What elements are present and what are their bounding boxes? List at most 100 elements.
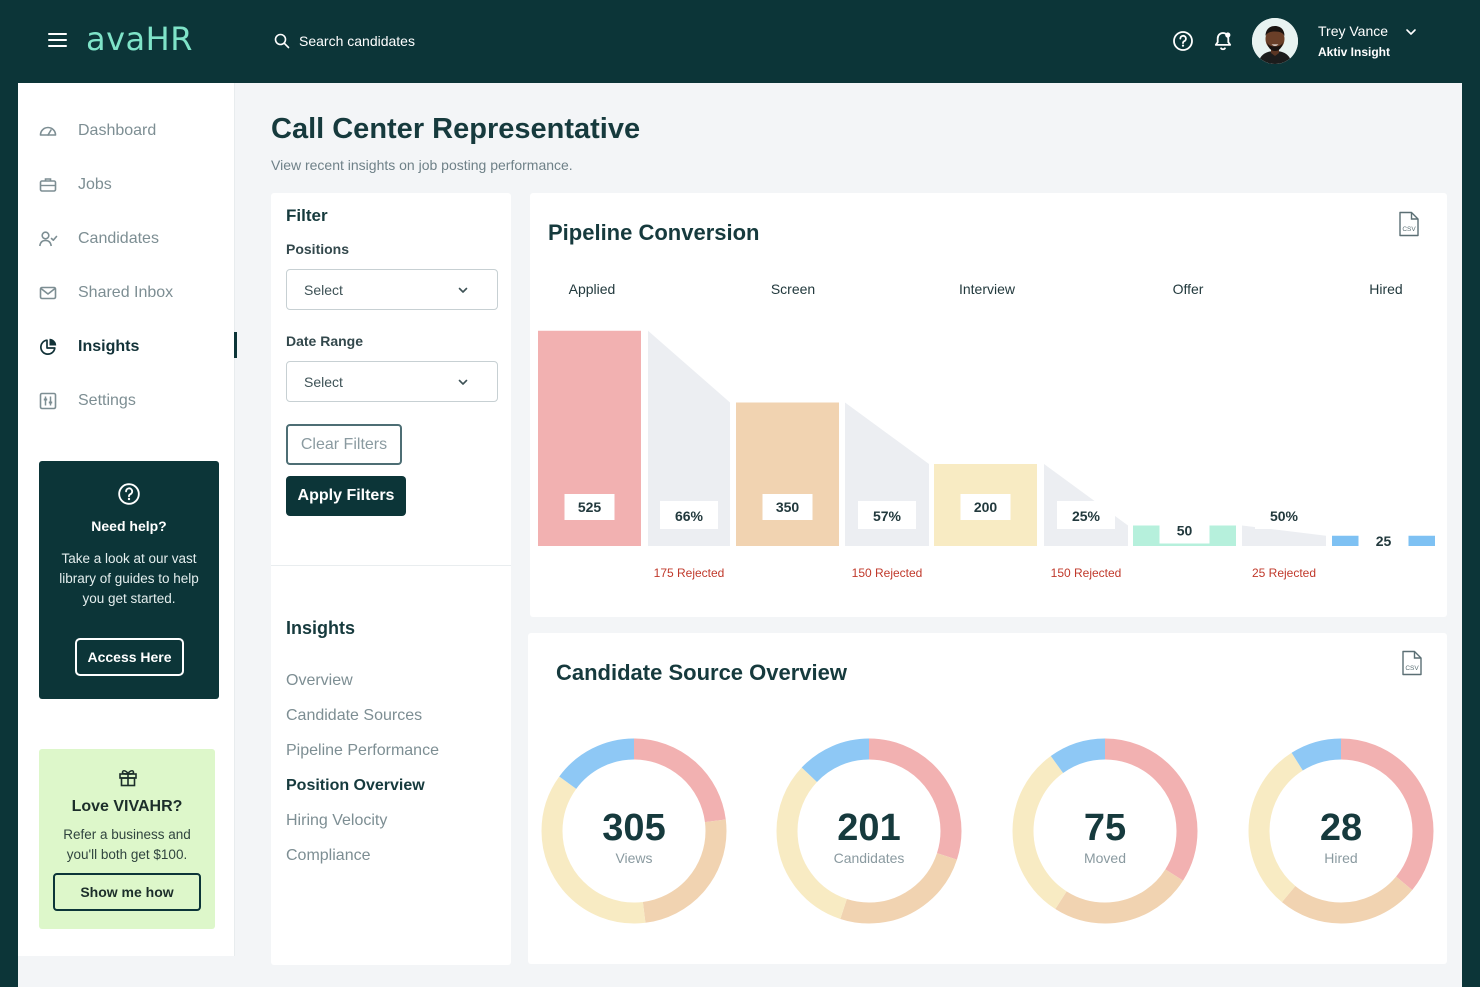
date-range-select[interactable]: Select <box>286 361 498 402</box>
insights-link-candidate-sources[interactable]: Candidate Sources <box>286 707 423 724</box>
clear-filters-button[interactable]: Clear Filters <box>286 424 402 465</box>
sidebar-item-jobs[interactable]: Jobs <box>38 173 234 197</box>
stage-label-screen: Screen <box>771 281 815 297</box>
positions-select[interactable]: Select <box>286 269 498 310</box>
pipeline-conversion-card: Pipeline Conversion CSV Applied Screen Int… <box>530 193 1447 617</box>
user-check-icon <box>38 229 58 249</box>
pie-chart-icon <box>38 337 58 357</box>
stage-value-label: 200 <box>974 499 998 515</box>
donut-segment <box>1248 738 1434 924</box>
help-text: Take a look at our vast library of guide… <box>59 551 199 606</box>
conversion-area <box>648 330 730 546</box>
user-avatar[interactable] <box>1252 18 1298 64</box>
donut-segment <box>1248 738 1434 924</box>
rejected-count-label: 150 Rejected <box>1051 566 1122 580</box>
insights-link-overview[interactable]: Overview <box>286 672 353 689</box>
stage-value-tab <box>960 494 1011 520</box>
stage-value-label: 25 <box>1376 533 1392 549</box>
insights-link-pipeline-performance[interactable]: Pipeline Performance <box>286 742 439 759</box>
donut-label: Candidates <box>834 850 905 866</box>
csv-file-icon[interactable]: CSV <box>1398 211 1420 237</box>
search-input[interactable]: Search candidates <box>299 33 415 49</box>
conversion-rate-label: 50% <box>1270 508 1299 524</box>
svg-text:CSV: CSV <box>1405 665 1419 672</box>
stage-label-offer: Offer <box>1173 281 1204 297</box>
sidebar-item-label: Insights <box>78 338 140 355</box>
donut-segment <box>776 738 962 924</box>
sidebar-item-label: Shared Inbox <box>78 284 174 301</box>
insights-link-hiring-velocity[interactable]: Hiring Velocity <box>286 812 388 829</box>
insights-link-position-overview[interactable]: Position Overview <box>286 777 425 794</box>
chevron-down-icon <box>458 287 468 293</box>
sidebar-item-label: Settings <box>78 392 136 409</box>
apply-filters-button[interactable]: Apply Filters <box>286 476 406 516</box>
donut-value: 201 <box>837 807 900 849</box>
donut-segment <box>1012 738 1198 924</box>
menu-icon[interactable] <box>48 33 67 47</box>
help-card: Need help? Take a look at our vast libra… <box>39 461 219 699</box>
sliders-icon <box>38 391 58 411</box>
donut-value: 75 <box>1084 807 1126 849</box>
filter-panel: Filter Positions Select Date Range Selec… <box>271 193 511 965</box>
app-logo[interactable]: avaHR <box>86 20 193 58</box>
app-frame: avaHR Search candidates Trey Vance Aktiv… <box>18 0 1462 987</box>
referral-card: Love VIVAHR? Refer a business and you'll… <box>39 749 215 929</box>
stage-value-label: 525 <box>578 499 602 515</box>
user-name[interactable]: Trey Vance <box>1318 23 1389 39</box>
date-range-label: Date Range <box>286 333 364 349</box>
stage-label-applied: Applied <box>569 281 616 297</box>
donut-segment <box>541 738 727 924</box>
sidebar-item-candidates[interactable]: Candidates <box>38 227 234 251</box>
stage-value-label: 50 <box>1177 523 1193 539</box>
conversion-rate-label: 57% <box>873 508 902 524</box>
help-title: Need help? <box>91 518 167 534</box>
donut-segment <box>776 738 962 924</box>
insights-link-compliance[interactable]: Compliance <box>286 847 371 864</box>
chevron-down-icon <box>458 379 468 385</box>
access-here-button[interactable]: Access Here <box>75 638 184 676</box>
conversion-tab <box>660 501 718 529</box>
stage-label-interview: Interview <box>959 281 1016 297</box>
rejected-count-label: 150 Rejected <box>852 566 923 580</box>
sidebar-item-insights[interactable]: Insights <box>38 335 234 359</box>
page-title: Call Center Representative <box>271 113 641 145</box>
rejected-count-label: 175 Rejected <box>654 566 725 580</box>
sidebar-item-dashboard[interactable]: Dashboard <box>38 119 234 143</box>
top-bar: avaHR Search candidates Trey Vance Aktiv… <box>18 0 1462 83</box>
date-range-select-value: Select <box>304 373 343 390</box>
conversion-tab <box>1255 501 1313 529</box>
sidebar-item-label: Jobs <box>78 176 112 193</box>
chevron-down-icon[interactable] <box>1404 25 1418 39</box>
candidate-source-card: Candidate Source Overview CSV 305 Views 20… <box>528 633 1447 964</box>
help-icon <box>118 483 140 505</box>
stage-value-label: 350 <box>776 499 800 515</box>
stage-value-tab <box>762 494 813 520</box>
donut-segment <box>541 738 727 924</box>
conversion-rate-label: 25% <box>1072 508 1101 524</box>
stage-bar-screen[interactable] <box>736 402 839 547</box>
stage-value-tab <box>1159 517 1210 544</box>
donut-value: 28 <box>1320 807 1362 849</box>
rejected-count-label: 25 Rejected <box>1252 566 1316 580</box>
stage-label-hired: Hired <box>1369 281 1402 297</box>
search-box[interactable]: Search candidates <box>274 30 415 52</box>
active-nav-indicator <box>234 332 237 358</box>
notification-bell-icon[interactable] <box>1212 30 1234 52</box>
help-icon[interactable] <box>1172 30 1194 52</box>
conversion-tab <box>858 501 916 529</box>
sidebar-item-shared-inbox[interactable]: Shared Inbox <box>38 281 234 305</box>
show-me-how-button[interactable]: Show me how <box>53 873 201 911</box>
insights-nav-title: Insights <box>286 618 356 638</box>
sidebar-item-settings[interactable]: Settings <box>38 389 234 413</box>
csv-file-icon[interactable]: CSV <box>1401 650 1423 676</box>
donut-segment <box>1248 738 1434 924</box>
filter-title: Filter <box>286 206 328 225</box>
positions-select-value: Select <box>304 281 343 298</box>
sidebar-item-label: Candidates <box>78 230 159 247</box>
donut-label: Views <box>615 850 652 866</box>
